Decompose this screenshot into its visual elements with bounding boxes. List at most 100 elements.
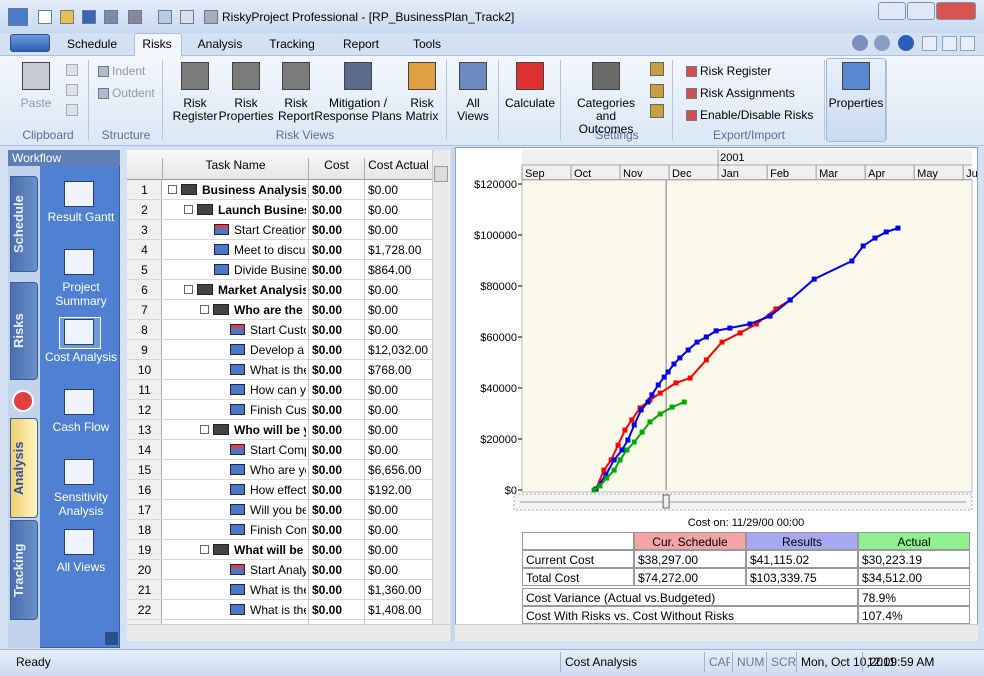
status-item: CAP xyxy=(704,652,730,672)
icon xyxy=(66,84,78,96)
ribbon-button[interactable]: Risk Report xyxy=(277,96,315,123)
ribbon-tab[interactable]: Schedule xyxy=(66,37,118,51)
workflow-item[interactable]: Cash Flow xyxy=(52,420,110,434)
cost-cell: $0.00 xyxy=(312,543,343,557)
icon xyxy=(230,504,245,515)
column-header: Cost Actual xyxy=(364,158,432,180)
workflow-item[interactable]: Sensitivity Analysis xyxy=(53,490,109,518)
ribbon-button[interactable]: Indent xyxy=(112,64,146,78)
ribbon-button[interactable]: Properties xyxy=(828,96,884,110)
ribbon-button[interactable]: Outdent xyxy=(112,86,155,100)
cost-actual-cell: $0.00 xyxy=(368,503,399,517)
icon xyxy=(459,62,487,90)
window-control[interactable] xyxy=(907,2,935,20)
collapse-box[interactable] xyxy=(200,305,209,314)
workflow-item[interactable]: Result Gantt xyxy=(47,210,115,224)
collapse-box[interactable] xyxy=(168,185,177,194)
group-separator xyxy=(560,60,561,140)
cost-cell: $0.00 xyxy=(312,223,343,237)
cost-cell: $0.00 xyxy=(312,603,343,617)
office-button[interactable] xyxy=(10,34,50,52)
cost-actual-cell: $0.00 xyxy=(368,563,399,577)
grid-row-line xyxy=(127,219,432,220)
ribbon-button[interactable]: Categories and Outcomes xyxy=(576,96,636,136)
grid-row-line xyxy=(127,559,432,560)
workflow-tab[interactable]: Tracking xyxy=(10,520,38,620)
grid-row-line xyxy=(127,199,432,200)
group-separator xyxy=(824,60,825,140)
icon xyxy=(230,344,245,355)
icon xyxy=(230,484,245,495)
ribbon-tab[interactable]: Report xyxy=(342,37,380,51)
summary-header: Actual xyxy=(858,532,970,550)
icon xyxy=(128,10,142,24)
ribbon-tab[interactable]: Tools xyxy=(412,37,441,51)
collapse-box[interactable] xyxy=(184,205,193,214)
grid-row-line xyxy=(127,439,432,440)
ribbon-tab[interactable]: Analysis xyxy=(197,37,243,51)
ribbon-button[interactable]: Risk Assignments xyxy=(700,86,795,100)
ribbon-button[interactable]: Enable/Disable Risks xyxy=(700,108,814,122)
workflow-tab[interactable]: Risks xyxy=(10,282,38,380)
icon xyxy=(82,10,96,24)
status-item: Cost Analysis xyxy=(560,652,700,672)
scroll-thumb[interactable] xyxy=(434,166,448,182)
mdi-control[interactable] xyxy=(960,36,975,51)
workflow-item[interactable]: All Views xyxy=(56,560,106,574)
status-item: 12:09:59 AM xyxy=(862,652,958,672)
grid-row-line xyxy=(127,519,432,520)
cost-cell: $0.00 xyxy=(312,243,343,257)
workflow-tab[interactable]: Analysis xyxy=(10,418,38,518)
collapse-box[interactable] xyxy=(200,425,209,434)
ribbon-button[interactable]: Mitigation / Response Plans xyxy=(314,96,402,123)
icon xyxy=(214,224,229,235)
grid-row-line xyxy=(127,459,432,460)
group-separator xyxy=(886,60,887,140)
icon xyxy=(344,62,372,90)
cost-actual-cell: $768.00 xyxy=(368,363,412,377)
ribbon-button[interactable]: Risk Register xyxy=(172,96,218,123)
ribbon-button[interactable]: All Views xyxy=(457,96,489,123)
collapse-box[interactable] xyxy=(184,285,193,294)
panel-scroll xyxy=(105,632,118,645)
row-number: 10 xyxy=(137,363,152,377)
task-name: How can y xyxy=(250,383,306,397)
row-number: 2 xyxy=(141,203,148,217)
collapse-box[interactable] xyxy=(200,545,209,554)
ribbon-button[interactable]: Risk Properties xyxy=(218,96,274,123)
ribbon-tab[interactable]: Risks xyxy=(142,37,172,51)
cost-actual-cell: $0.00 xyxy=(368,443,399,457)
ribbon-button[interactable]: Calculate xyxy=(504,96,556,110)
summary-cell: $30,223.19 xyxy=(858,550,970,568)
row-number: 3 xyxy=(141,223,148,237)
window-control[interactable] xyxy=(936,2,976,20)
workflow-item[interactable]: Cost Analysis xyxy=(44,350,118,364)
summary-cell: $74,272.00 xyxy=(634,568,746,586)
task-name: Will you be xyxy=(250,503,306,517)
cost-actual-cell: $192.00 xyxy=(368,483,412,497)
workflow-tab[interactable]: Schedule xyxy=(10,176,38,272)
icon xyxy=(230,584,245,595)
row-number: 17 xyxy=(137,503,152,517)
ribbon-button[interactable]: Risk Matrix xyxy=(405,96,439,123)
ribbon-button[interactable]: Risk Register xyxy=(700,64,772,78)
group-separator xyxy=(498,60,499,140)
window-control[interactable] xyxy=(878,2,906,20)
task-name: Who are yc xyxy=(250,463,306,477)
ribbon-tab[interactable]: Tracking xyxy=(269,37,315,51)
mdi-control[interactable] xyxy=(922,36,937,51)
icon xyxy=(64,389,94,415)
icon xyxy=(686,110,697,121)
cost-cell: $0.00 xyxy=(312,363,343,377)
splitter xyxy=(451,147,455,641)
cost-cell: $0.00 xyxy=(312,263,343,277)
summary-header: Cur. Schedule xyxy=(634,532,746,550)
group-label: Export/Import xyxy=(712,128,786,142)
cost-cell: $0.00 xyxy=(312,423,343,437)
workflow-item[interactable]: Project Summary xyxy=(55,280,107,308)
icon xyxy=(214,244,229,255)
cost-actual-cell: $0.00 xyxy=(368,203,399,217)
icon xyxy=(650,62,664,76)
mdi-control[interactable] xyxy=(942,36,957,51)
ribbon-button[interactable]: Paste xyxy=(20,96,52,110)
